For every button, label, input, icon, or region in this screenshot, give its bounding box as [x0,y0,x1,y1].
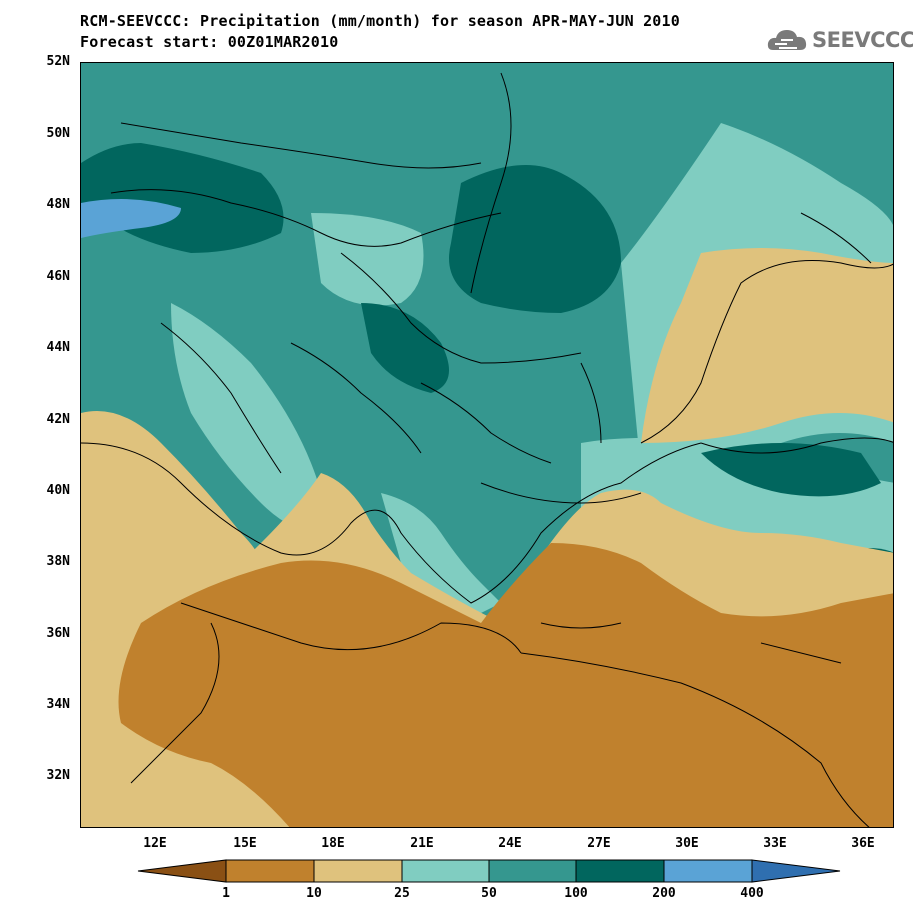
lat-label: 40N [46,483,70,498]
lon-label: 15E [233,836,257,851]
logo-text: SEEVCCC [812,28,913,52]
colorbar-segment [313,859,403,883]
lat-label: 44N [46,340,70,355]
colorbar-segment [751,859,841,883]
lon-label: 24E [498,836,522,851]
seevccc-logo-cloud-icon [767,30,807,50]
lon-label: 30E [675,836,699,851]
colorbar-label: 100 [564,886,588,901]
colorbar-label: 10 [306,886,322,901]
lon-label: 33E [763,836,787,851]
lat-label: 46N [46,269,70,284]
lat-label: 50N [46,126,70,141]
colorbar-label: 400 [740,886,764,901]
map-title: RCM-SEEVCCC: Precipitation (mm/month) fo… [80,12,680,30]
lat-label: 52N [46,54,70,69]
colorbar-segment [225,859,315,883]
lat-label: 34N [46,697,70,712]
precipitation-map [80,62,894,828]
lon-label: 36E [851,836,875,851]
lat-label: 32N [46,768,70,783]
lon-label: 18E [321,836,345,851]
colorbar-label: 25 [394,886,410,901]
lat-label: 38N [46,554,70,569]
lon-label: 27E [587,836,611,851]
colorbar-label: 200 [652,886,676,901]
colorbar-segment [575,859,665,883]
colorbar-label: 50 [481,886,497,901]
colorbar-segment [137,859,227,883]
lat-label: 42N [46,412,70,427]
lat-label: 48N [46,197,70,212]
lat-label: 36N [46,626,70,641]
colorbar-label: 1 [222,886,230,901]
forecast-start-subtitle: Forecast start: 00Z01MAR2010 [80,33,339,51]
precipitation-field [81,63,893,827]
lon-label: 21E [410,836,434,851]
lon-label: 12E [143,836,167,851]
colorbar-segment [401,859,490,883]
colorbar-segment [488,859,577,883]
colorbar-segment [663,859,753,883]
